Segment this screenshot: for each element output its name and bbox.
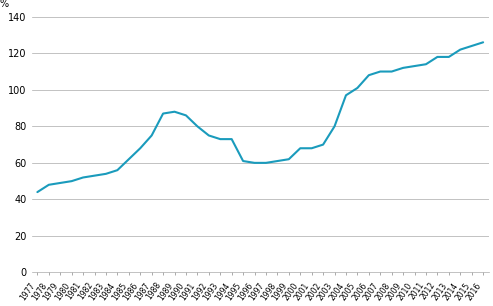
Y-axis label: %: % xyxy=(0,0,9,9)
